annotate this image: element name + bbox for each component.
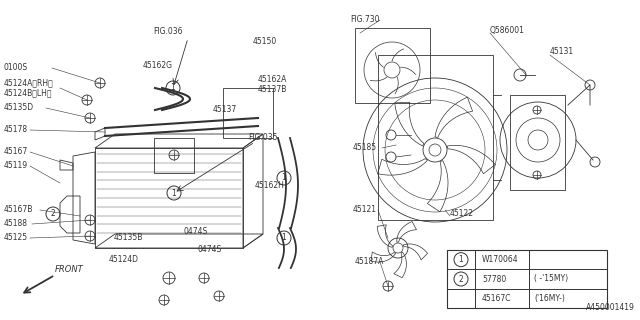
Text: 45135B: 45135B [114,234,143,243]
Text: 0474S: 0474S [184,228,208,236]
Text: 1: 1 [459,255,463,264]
Bar [378,55,493,220]
Text: 45137: 45137 [213,106,237,115]
Text: 1: 1 [172,188,177,197]
Text: 45121: 45121 [353,205,377,214]
Text: 45131: 45131 [550,47,574,57]
Text: 45135D: 45135D [4,103,34,113]
Text: 45124D: 45124D [109,255,139,265]
Text: W170064: W170064 [482,255,518,264]
Text: 45122: 45122 [450,209,474,218]
Bar [355,28,430,103]
Text: 45162G: 45162G [143,60,173,69]
Text: 45137B: 45137B [258,85,287,94]
Text: 45187A: 45187A [355,258,385,267]
Text: ('16MY-): ('16MY-) [534,294,565,303]
Text: 1: 1 [282,234,286,243]
Bar [223,88,273,138]
Text: 45150: 45150 [253,37,277,46]
Text: 45162H: 45162H [255,180,285,189]
Text: 45167: 45167 [4,148,28,156]
Text: 45167C: 45167C [482,294,511,303]
Text: FRONT: FRONT [55,266,84,275]
Text: 45178: 45178 [4,125,28,134]
Text: 1: 1 [282,173,286,182]
Text: 45119: 45119 [4,162,28,171]
Text: FIG.036: FIG.036 [153,28,182,36]
Text: 45185: 45185 [353,143,377,153]
Text: FIG.035: FIG.035 [248,133,278,142]
Text: 45124A〈RH〉: 45124A〈RH〉 [4,78,54,87]
Text: 45167B: 45167B [4,205,33,214]
Text: ( -'15MY): ( -'15MY) [534,275,568,284]
Bar [510,95,565,190]
Text: 57780: 57780 [482,275,506,284]
Text: 45162A: 45162A [258,76,287,84]
Text: 45125: 45125 [4,234,28,243]
Text: 0474S: 0474S [197,245,221,254]
Text: 2: 2 [51,210,56,219]
Text: 45188: 45188 [4,220,28,228]
Bar [447,250,607,308]
Text: A450001419: A450001419 [586,303,635,312]
Text: 0100S: 0100S [4,63,28,73]
Bar [154,138,194,173]
Text: FIG.730: FIG.730 [350,15,380,25]
Text: Q586001: Q586001 [490,26,525,35]
Text: 45124B〈LH〉: 45124B〈LH〉 [4,89,52,98]
Text: 2: 2 [459,275,463,284]
Text: 1: 1 [171,84,175,92]
